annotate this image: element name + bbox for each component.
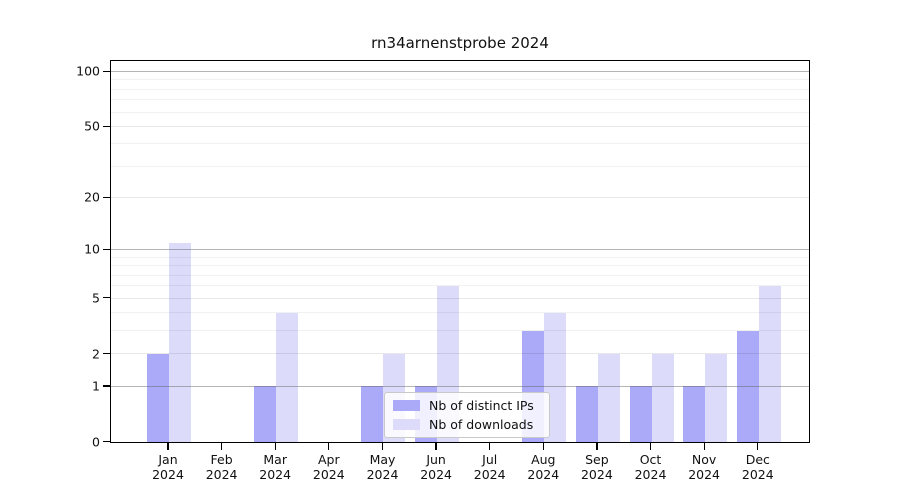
legend-item-distinct-ips: Nb of distinct IPs: [393, 398, 549, 413]
bar-distinct-ips: [361, 386, 384, 442]
x-tick-mark: [596, 443, 598, 450]
legend: Nb of distinct IPs Nb of downloads: [384, 392, 550, 438]
x-tick-mark: [167, 443, 169, 450]
bar-downloads: [651, 353, 674, 442]
bar-distinct-ips: [736, 330, 759, 442]
bar-distinct-ips: [683, 386, 706, 442]
x-tick-label: Aug 2024: [527, 452, 560, 482]
y-tick-label: 10: [84, 241, 100, 257]
y-tick-label: 20: [84, 189, 100, 205]
x-tick-label: Sep 2024: [580, 452, 613, 482]
legend-label-downloads: Nb of downloads: [429, 417, 534, 432]
x-tick-mark: [274, 443, 276, 450]
x-tick-label: Jun 2024: [420, 452, 452, 482]
bar-distinct-ips: [629, 386, 652, 442]
y-tick-mark: [103, 70, 110, 72]
bar-distinct-ips: [575, 386, 598, 442]
legend-label-distinct-ips: Nb of distinct IPs: [429, 398, 534, 413]
downloads-swatch-icon: [393, 419, 420, 430]
x-tick-mark: [381, 443, 384, 450]
x-tick-mark: [435, 443, 437, 450]
y-tick-label: 50: [84, 118, 100, 134]
plot-area: Nb of distinct IPs Nb of downloads: [110, 60, 810, 443]
bars-layer: [111, 61, 809, 442]
x-tick-label: Nov 2024: [688, 452, 720, 482]
y-tick-mark: [103, 352, 110, 355]
bar-downloads: [169, 242, 191, 442]
x-tick-mark: [542, 443, 544, 450]
y-tick-label: 100: [76, 63, 100, 79]
y-tick-label: 2: [92, 346, 100, 361]
x-tick-label: Jan 2024: [152, 452, 184, 482]
bar-downloads: [597, 353, 620, 442]
legend-item-downloads: Nb of downloads: [393, 417, 549, 432]
distinct-ips-swatch-icon: [393, 400, 420, 411]
y-tick-mark: [103, 196, 110, 198]
x-tick-mark: [489, 443, 491, 450]
x-tick-label: Dec 2024: [741, 452, 774, 482]
y-tick-label: 5: [92, 290, 100, 306]
x-tick-label: May 2024: [366, 452, 399, 482]
bar-downloads: [705, 353, 728, 442]
x-tick-mark: [649, 443, 652, 450]
x-tick-label: Mar 2024: [259, 452, 292, 482]
chart-title: rn34arnenstprobe 2024: [371, 34, 549, 52]
y-tick-mark: [103, 385, 110, 387]
y-tick-mark: [103, 441, 110, 443]
x-tick-label: Apr 2024: [312, 452, 345, 482]
x-tick-label: Feb 2024: [205, 452, 238, 482]
x-tick-label: Oct 2024: [634, 452, 667, 482]
bar-distinct-ips: [254, 386, 277, 442]
y-tick-mark: [103, 248, 110, 250]
x-tick-mark: [221, 443, 223, 450]
bar-downloads: [276, 312, 299, 442]
x-tick-label: Jul 2024: [473, 452, 506, 482]
x-tick-mark: [757, 443, 759, 450]
bar-downloads: [758, 285, 781, 442]
y-tick-mark: [103, 125, 110, 127]
y-tick-label: 1: [92, 378, 100, 394]
y-tick-label: 0: [92, 434, 100, 450]
x-tick-mark: [703, 443, 705, 450]
x-tick-mark: [328, 443, 330, 450]
y-tick-mark: [103, 297, 110, 299]
bar-distinct-ips: [147, 353, 169, 442]
